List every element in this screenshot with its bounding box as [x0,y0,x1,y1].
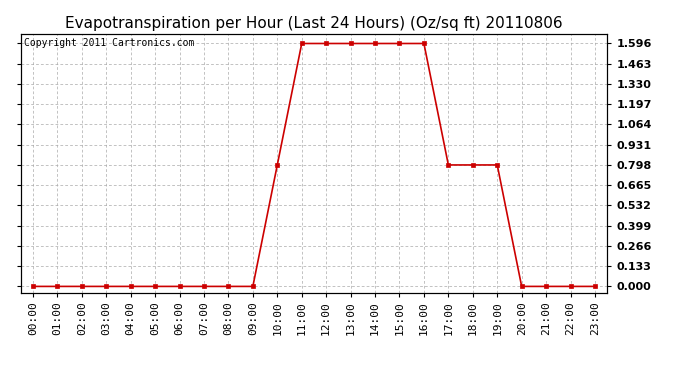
Text: Copyright 2011 Cartronics.com: Copyright 2011 Cartronics.com [23,38,194,48]
Title: Evapotranspiration per Hour (Last 24 Hours) (Oz/sq ft) 20110806: Evapotranspiration per Hour (Last 24 Hou… [65,16,563,31]
